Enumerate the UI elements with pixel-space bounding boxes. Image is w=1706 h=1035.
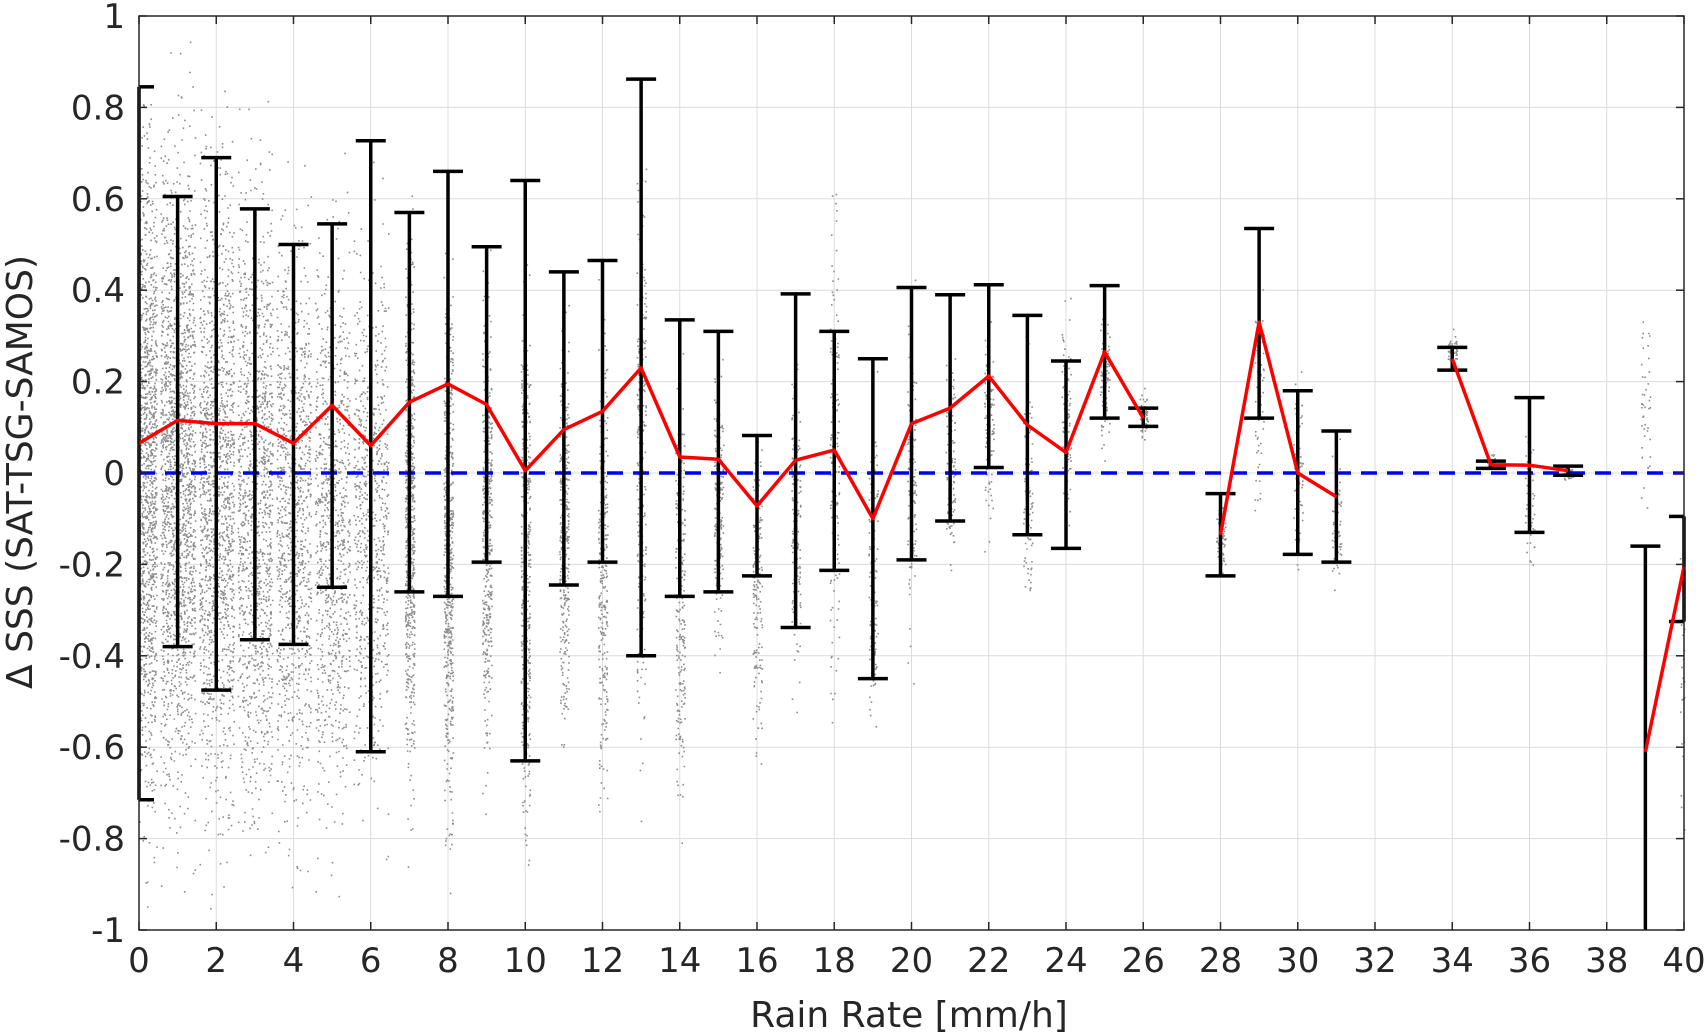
mean-line-segment xyxy=(1450,358,1569,473)
x-tick-label: 22 xyxy=(967,941,1010,981)
mean-line-segment xyxy=(1643,566,1686,753)
x-tick-label: 16 xyxy=(735,941,778,981)
mean-line-segment xyxy=(138,350,1145,521)
x-tick-label: 18 xyxy=(813,941,856,981)
x-axis-ticks: 0 2 4 6 8 10 12 14 16 18 20 22 24 26 28 30 32 34 36 38 40 xyxy=(128,16,1706,981)
y-tick-label: 0 xyxy=(103,454,125,494)
y-tick-label: -1 xyxy=(91,911,125,951)
x-tick-label: 0 xyxy=(128,941,150,981)
x-tick-label: 8 xyxy=(437,941,459,981)
y-tick-label: 0.2 xyxy=(71,363,125,403)
x-tick-label: 36 xyxy=(1508,941,1551,981)
y-tick-label: -0.6 xyxy=(59,728,125,768)
mean-line-segment xyxy=(1218,320,1338,536)
y-tick-label: -0.4 xyxy=(59,637,125,677)
x-tick-label: 4 xyxy=(283,941,305,981)
x-tick-label: 10 xyxy=(504,941,547,981)
y-tick-label: 0.8 xyxy=(71,88,125,128)
x-tick-label: 26 xyxy=(1122,941,1165,981)
x-tick-label: 38 xyxy=(1585,941,1628,981)
mean-line xyxy=(138,320,1686,753)
y-tick-label: 0.4 xyxy=(71,271,125,311)
x-tick-label: 2 xyxy=(205,941,227,981)
x-tick-label: 20 xyxy=(890,941,933,981)
x-tick-label: 32 xyxy=(1353,941,1396,981)
y-tick-label: 1 xyxy=(103,0,125,37)
x-axis-label: Rain Rate [mm/h] xyxy=(750,995,1068,1035)
y-tick-label: 0.6 xyxy=(71,180,125,220)
y-tick-label: -0.8 xyxy=(59,820,125,860)
x-tick-label: 12 xyxy=(581,941,624,981)
y-tick-label: -0.2 xyxy=(59,545,125,585)
x-tick-label: 40 xyxy=(1662,941,1705,981)
y-axis-label: Δ SSS (SAT-TSG-SAMOS) xyxy=(0,255,41,689)
x-tick-label: 14 xyxy=(658,941,701,981)
x-tick-label: 6 xyxy=(360,941,382,981)
x-tick-label: 24 xyxy=(1044,941,1087,981)
x-tick-label: 34 xyxy=(1431,941,1474,981)
y-axis-ticks: -1 -0.8 -0.6 -0.4 -0.2 0 0.2 0.4 0.6 0.8 1 xyxy=(59,0,1684,951)
x-tick-label: 28 xyxy=(1199,941,1242,981)
x-tick-label: 30 xyxy=(1276,941,1319,981)
